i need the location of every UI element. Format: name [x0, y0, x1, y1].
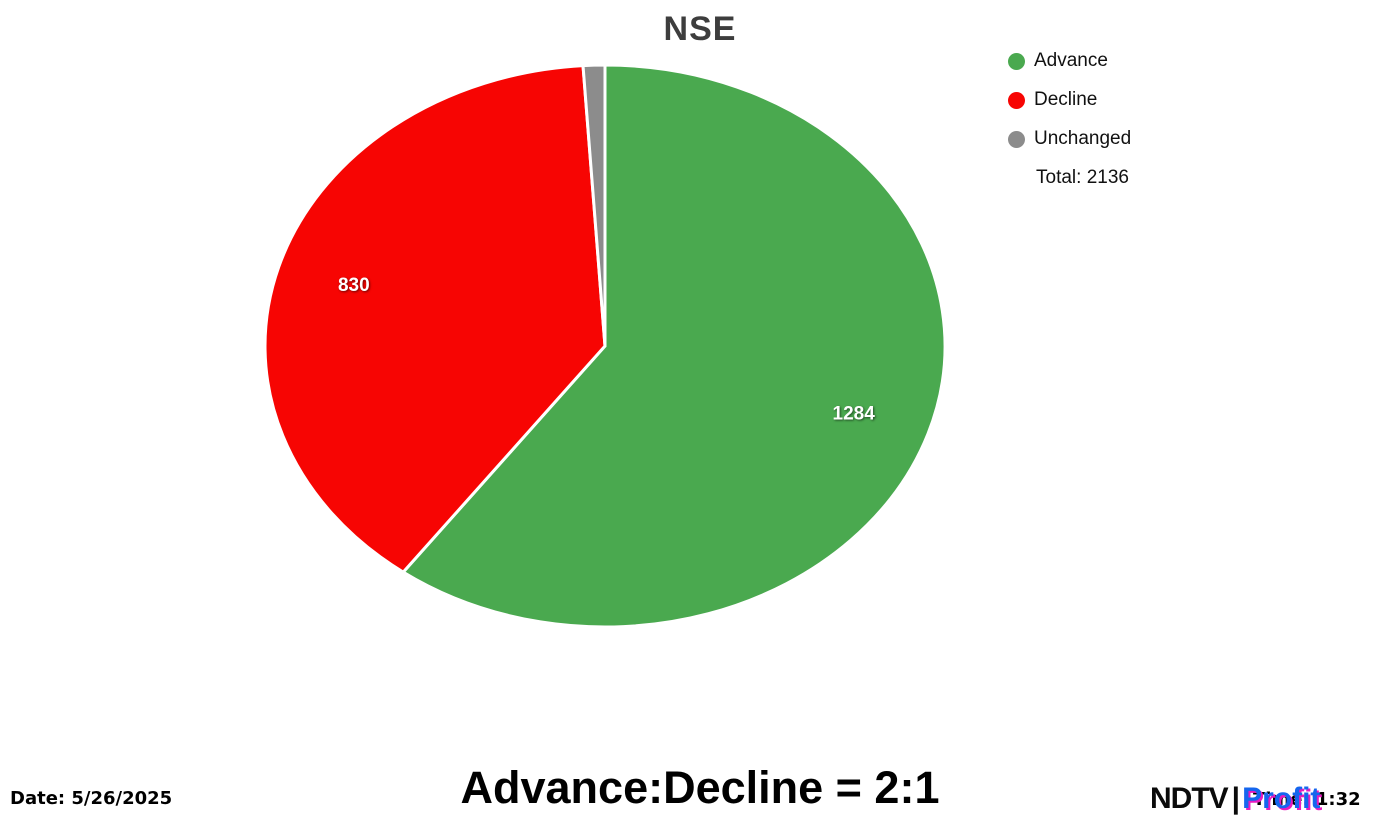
pie-slice-decline — [263, 64, 607, 574]
chart-title-text: NSE — [663, 10, 737, 48]
pie-chart: 1284 830 — [263, 63, 947, 629]
advance-decline-ratio-label: Advance:Decline = 2:1 — [460, 762, 940, 813]
pie-chart-svg: 1284 830 — [263, 63, 947, 629]
chart-legend: Advance Decline Unchanged Total: 2136 — [1008, 50, 1131, 189]
date-label: Date: 5/26/2025 — [10, 788, 173, 809]
time-label: Time: 1:32 — [1253, 789, 1361, 810]
legend-label-unchanged: Unchanged — [1034, 128, 1132, 149]
legend-label-decline: Decline — [1034, 89, 1098, 110]
ndtv-profit-logo: NDTV |Profit — [1150, 782, 1320, 816]
profit-logo-text: Profit — [1242, 782, 1321, 815]
legend-swatch-advance — [1008, 52, 1025, 70]
logo-separator: | — [1231, 782, 1241, 815]
ndtv-logo-text: NDTV — [1150, 782, 1229, 815]
legend-item-advance: Advance — [1008, 50, 1131, 72]
pie-data-label-advance: 1284 — [833, 404, 876, 425]
legend-swatch-decline — [1008, 91, 1025, 109]
legend-item-decline: Decline — [1008, 89, 1131, 111]
pie-slice-unchanged — [581, 63, 607, 348]
pie-data-label-decline: 830 — [338, 275, 370, 296]
legend-label-advance: Advance — [1034, 50, 1108, 71]
pie-slice-advance — [401, 63, 947, 629]
legend-item-unchanged: Unchanged — [1008, 128, 1131, 150]
legend-total: Total: 2136 — [1036, 167, 1129, 188]
legend-swatch-unchanged — [1008, 130, 1025, 148]
chart-title: NSE — [0, 10, 1400, 49]
